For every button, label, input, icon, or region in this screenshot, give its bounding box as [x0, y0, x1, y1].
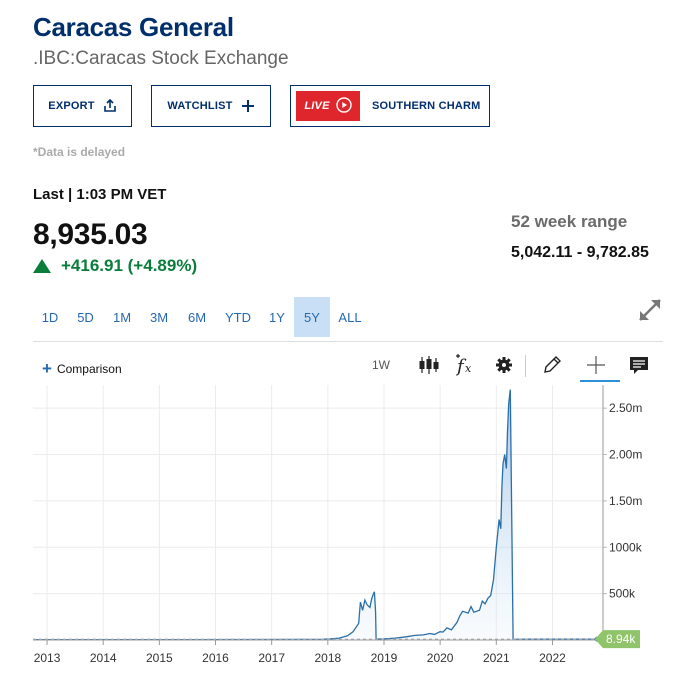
x-tick-label: 2013 [34, 651, 61, 665]
crosshair-icon[interactable] [585, 354, 607, 376]
x-tick-label: 2020 [427, 651, 454, 665]
series-line [34, 389, 598, 641]
live-badge-label: LIVE [304, 100, 330, 112]
active-tool-indicator [580, 380, 620, 382]
comparison-button[interactable]: + Comparison [42, 360, 122, 377]
y-tick-label: 500k [609, 587, 636, 601]
x-tick-label: 2016 [202, 651, 229, 665]
last-value-label: 8.94k [606, 632, 636, 646]
toolbar-separator [525, 355, 526, 377]
price-change: +416.91 (+4.89%) [33, 256, 197, 276]
watchlist-button[interactable]: WATCHLIST [151, 85, 271, 127]
toolbar-divider [33, 341, 663, 342]
comparison-label: Comparison [56, 361, 122, 376]
chart-area [33, 389, 603, 642]
tab-1m[interactable]: 1M [112, 309, 132, 325]
live-badge: LIVE [296, 91, 360, 121]
x-tick-label: 2018 [314, 651, 341, 665]
plus-icon [241, 99, 255, 113]
tab-6m[interactable]: 6M [187, 309, 207, 325]
x-tick-label: 2015 [146, 651, 173, 665]
chart-axes [33, 385, 607, 645]
y-tick-label: 1.50m [609, 494, 642, 508]
live-show-label: SOUTHERN CHARM [372, 100, 481, 112]
x-tick-label: 2022 [539, 651, 566, 665]
tab-all[interactable]: ALL [338, 309, 362, 325]
tab-1d[interactable]: 1D [41, 309, 59, 325]
x-tick-label: 2019 [371, 651, 398, 665]
tab-3m[interactable]: 3M [149, 309, 169, 325]
watchlist-label: WATCHLIST [167, 100, 233, 112]
plus-icon: + [42, 359, 52, 378]
x-tick-label: 2021 [483, 651, 510, 665]
index-title: Caracas General [33, 12, 234, 42]
settings-icon[interactable] [494, 354, 514, 376]
tab-5y[interactable]: 5Y [294, 297, 330, 337]
last-value-badge [595, 630, 640, 649]
chart-labels: 500k 1000k 1.50m 2.00m 2.50m 2013 2014 2015 2016… [34, 401, 643, 665]
y-tick-label: 2.50m [609, 401, 642, 415]
tab-1y[interactable]: 1Y [269, 309, 285, 325]
expand-icon[interactable] [637, 297, 663, 323]
export-button[interactable]: EXPORT [33, 85, 132, 127]
live-button[interactable]: LIVE SOUTHERN CHARM [290, 85, 490, 127]
time-range-tabs: 1D 5D 1M 3M 6M YTD 1Y 5Y ALL [33, 297, 370, 337]
comment-icon[interactable] [628, 354, 650, 376]
price-change-value: +416.91 (+4.89%) [61, 256, 198, 275]
svg-text:x: x [465, 362, 472, 375]
play-icon [335, 96, 352, 116]
tab-ytd[interactable]: YTD [225, 309, 251, 325]
interval-selector[interactable]: 1W [372, 358, 390, 372]
delayed-note: *Data is delayed [33, 145, 126, 159]
x-tick-label: 2014 [90, 651, 117, 665]
share-icon [103, 99, 117, 113]
up-arrow-icon [33, 259, 51, 273]
export-label: EXPORT [48, 100, 95, 112]
range-value: 5,042.11 - 9,782.85 [511, 244, 649, 261]
range-label: 52 week range [511, 212, 628, 231]
exchange-name: .IBC:Caracas Stock Exchange [33, 48, 289, 69]
y-tick-label: 2.00m [609, 448, 642, 462]
x-tick-label: 2017 [258, 651, 285, 665]
y-tick-label: 1000k [609, 540, 643, 554]
candlestick-icon[interactable] [418, 354, 440, 376]
last-price: 8,935.03 [33, 218, 148, 251]
chart-grid [33, 385, 603, 640]
pencil-icon[interactable] [541, 354, 563, 376]
price-chart[interactable]: 500k 1000k 1.50m 2.00m 2.50m 2013 2014 2015 2016… [0, 385, 675, 685]
tab-5d[interactable]: 5D [77, 309, 94, 325]
last-time: Last | 1:03 PM VET [33, 186, 167, 203]
